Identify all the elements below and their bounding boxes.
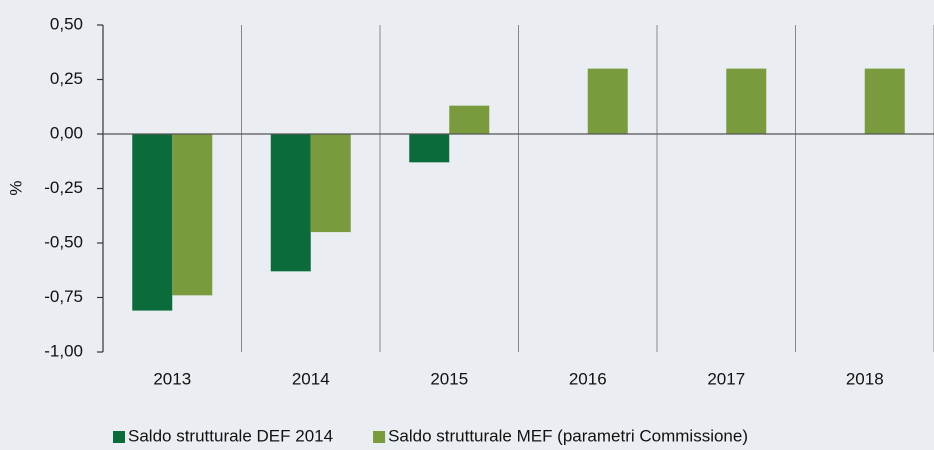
y-tick-label: -0,25	[44, 178, 83, 197]
y-tick-label: -1,00	[44, 341, 83, 360]
x-tick-label: 2016	[569, 369, 607, 388]
y-tick-label: 0,50	[50, 14, 83, 33]
y-tick-label: 0,25	[50, 69, 83, 88]
bar	[587, 68, 628, 134]
bar	[132, 134, 173, 311]
x-tick-label: 2013	[153, 369, 191, 388]
bar	[310, 134, 351, 233]
y-tick-label: -0,50	[44, 232, 83, 251]
y-tick-label: 0,00	[50, 123, 83, 142]
x-tick-label: 2015	[430, 369, 468, 388]
legend-label: Saldo strutturale MEF (parametri Commiss…	[388, 426, 748, 445]
bar	[864, 68, 905, 134]
legend-swatch	[373, 431, 386, 443]
y-axis-label: %	[6, 180, 25, 195]
bar	[449, 105, 490, 134]
legend-label: Saldo strutturale DEF 2014	[128, 426, 333, 445]
bar	[726, 68, 767, 134]
bar	[409, 134, 450, 163]
x-tick-label: 2018	[846, 369, 884, 388]
y-tick-label: -0,75	[44, 287, 83, 306]
x-tick-label: 2014	[292, 369, 330, 388]
bar	[172, 134, 213, 296]
legend-swatch	[113, 431, 125, 443]
bar	[270, 134, 311, 272]
x-tick-label: 2017	[707, 369, 745, 388]
